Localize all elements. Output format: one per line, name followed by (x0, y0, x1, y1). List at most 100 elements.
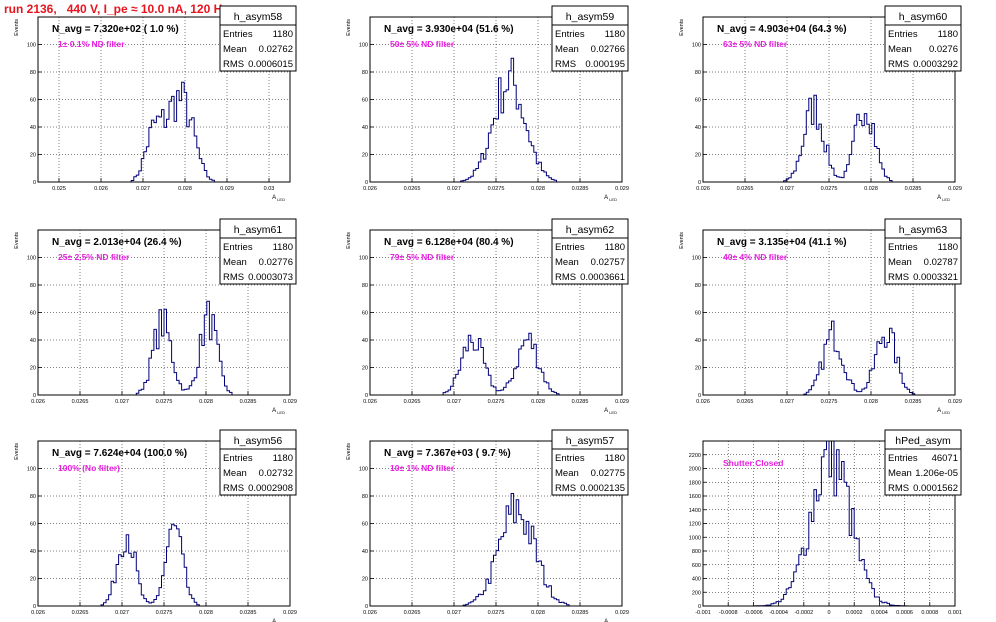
x-tick-label: 0.0006 (896, 610, 913, 616)
stats-value: 0.02766 (591, 44, 625, 55)
y-tick-label: 20 (30, 366, 36, 372)
x-tick-label: 0.0275 (488, 399, 505, 405)
stats-value: 1.206e-05 (915, 468, 958, 479)
navg-text: N_avg = 7.624e+04 (100.0 %) (52, 448, 187, 459)
y-axis-label: Events (679, 19, 685, 36)
x-tick-label: 0.029 (615, 399, 629, 405)
stats-value: 1180 (605, 29, 625, 40)
x-tick-label: 0.026 (696, 186, 710, 192)
x-tick-label: 0.029 (283, 399, 297, 405)
x-tick-label: 0.0285 (240, 610, 257, 616)
stats-key: Entries (888, 453, 918, 464)
x-tick-label: 0.026 (363, 186, 377, 192)
stats-value: 1180 (605, 453, 625, 464)
filter-label: 40± 4% ND filter (723, 252, 788, 262)
x-tick-label: 0.026 (31, 399, 45, 405)
y-tick-label: 20 (30, 153, 36, 159)
x-tick-label: 0.029 (948, 399, 962, 405)
filter-label: 25± 2.5% ND filter (58, 252, 130, 262)
x-tick-label: 0.028 (864, 399, 878, 405)
stats-box (219, 448, 297, 496)
stats-key: Entries (555, 29, 585, 40)
y-tick-label: 1400 (689, 508, 701, 514)
y-tick-label: 20 (695, 153, 701, 159)
histogram-panel-h_asym60: 0.026 0.0265 0.027 0.0275 0.028 0.0285 0.029 0 2… (679, 5, 962, 202)
stats-box (551, 448, 629, 496)
stats-box (884, 448, 962, 496)
x-tick-label: 0.0275 (821, 186, 838, 192)
y-tick-label: 0 (365, 393, 368, 399)
y-tick-label: 80 (30, 70, 36, 76)
y-tick-label: 60 (695, 98, 701, 104)
navg-text: N_avg = 7.320e+02 ( 1.0 %) (52, 24, 179, 35)
histogram-panel-h_asym56: 0.026 0.0265 0.027 0.0275 0.028 0.0285 0.029 0 2… (14, 429, 297, 622)
y-axis-label: Events (346, 19, 352, 36)
stats-box (884, 24, 962, 72)
y-tick-label: 80 (695, 70, 701, 76)
histogram-panel-h_asym58: 0.025 0.026 0.027 0.028 0.029 0.03 0 20 40 60 80 10… (14, 5, 297, 202)
stats-key: Entries (888, 29, 918, 40)
histogram-line-h_asym60 (703, 94, 955, 183)
stats-value: 0.0002135 (580, 483, 625, 494)
x-tick-label: 0.029 (948, 186, 962, 192)
histogram-panel-hPed_asym: -0.001 -0.0008 -0.0006 -0.0004 -0.0002 0 0.000… (689, 429, 962, 616)
stats-value: 0.0003292 (913, 59, 958, 70)
y-tick-label: 60 (362, 98, 368, 104)
x-tick-label: 0.026 (363, 610, 377, 616)
stats-box (551, 24, 629, 72)
y-tick-label: 1000 (689, 535, 701, 541)
stats-key: RMS (223, 59, 244, 70)
y-tick-label: 60 (362, 311, 368, 317)
stats-key: Mean (888, 44, 912, 55)
x-tick-label: 0.026 (94, 186, 108, 192)
x-tick-label: 0.0004 (871, 610, 888, 616)
stats-value: 0.0002908 (248, 483, 293, 494)
histogram-line-h_asym58 (38, 81, 290, 183)
stats-value: 1180 (938, 242, 958, 253)
x-axis-label: A LED (272, 195, 285, 202)
stats-box (551, 237, 629, 285)
x-tick-label: 0.026 (31, 610, 45, 616)
x-tick-label: 0.0275 (156, 610, 173, 616)
stats-value: 0.0003661 (580, 272, 625, 283)
y-tick-label: 100 (359, 256, 368, 262)
x-tick-label: 0.029 (283, 610, 297, 616)
y-tick-label: 100 (692, 43, 701, 49)
y-axis-label: Events (14, 19, 20, 36)
stats-key: Mean (888, 257, 912, 268)
x-tick-label: 0.025 (52, 186, 66, 192)
histogram-panel-h_asym62: 0.026 0.0265 0.027 0.0275 0.028 0.0285 0.029 0 2… (346, 218, 629, 415)
y-tick-label: 60 (30, 98, 36, 104)
y-tick-label: 40 (30, 125, 36, 131)
y-tick-label: 20 (30, 577, 36, 583)
y-tick-label: 100 (692, 256, 701, 262)
stats-box (884, 237, 962, 285)
y-tick-label: 600 (692, 563, 701, 569)
y-tick-label: 1800 (689, 480, 701, 486)
x-axis-label-sub: LED (276, 410, 285, 415)
stats-title: h_asym57 (566, 435, 615, 447)
stats-value: 0.02762 (259, 44, 293, 55)
stats-title: h_asym58 (234, 11, 283, 23)
stats-value: 0.02775 (591, 468, 625, 479)
stats-key: Mean (223, 44, 247, 55)
stats-box (219, 237, 297, 285)
x-tick-label: 0.028 (199, 399, 213, 405)
stats-key: RMS (555, 59, 576, 70)
y-axis-label: Events (679, 232, 685, 249)
stats-key: Mean (555, 257, 579, 268)
stats-box (219, 24, 297, 72)
stats-title: h_asym59 (566, 11, 615, 23)
stats-key: RMS (223, 272, 244, 283)
x-tick-label: 0.0285 (905, 399, 922, 405)
y-tick-label: 100 (27, 467, 36, 473)
navg-text: N_avg = 7.367e+03 ( 9.7 %) (384, 448, 511, 459)
y-tick-label: 60 (30, 522, 36, 528)
x-tick-label: 0.027 (447, 186, 461, 192)
stats-title: h_asym56 (234, 435, 283, 447)
y-tick-label: 1200 (689, 522, 701, 528)
x-axis-label: A LED (604, 408, 617, 415)
y-tick-label: 800 (692, 549, 701, 555)
y-tick-label: 0 (698, 180, 701, 186)
